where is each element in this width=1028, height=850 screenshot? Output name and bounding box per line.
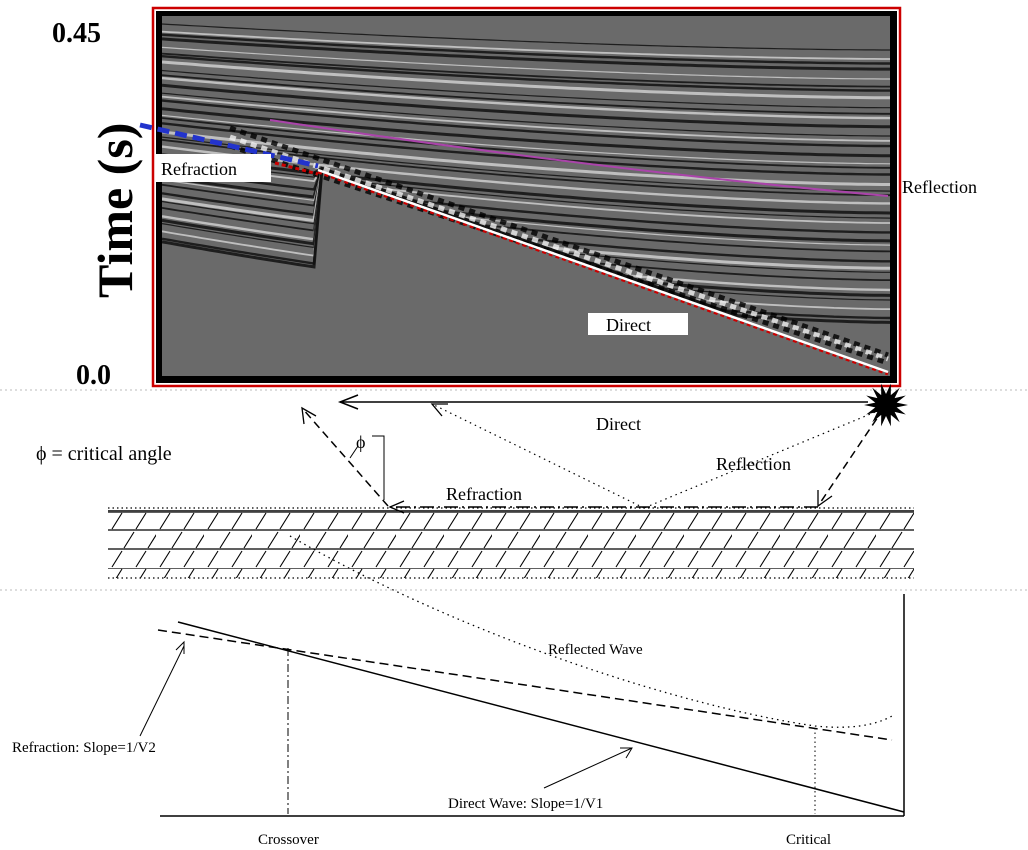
seismic-trace bbox=[162, 114, 890, 165]
seismogram-label-reflection: Reflection bbox=[902, 177, 977, 197]
seismic-trace bbox=[162, 30, 890, 60]
reflection-ray-incident bbox=[643, 409, 881, 509]
critical-ray-arrow-icon bbox=[817, 490, 833, 508]
phi-symbol: ϕ bbox=[356, 432, 365, 452]
refraction-annotation-arrow-icon bbox=[175, 640, 185, 654]
refraction-arrival-line bbox=[139, 122, 319, 169]
direct-arrival-line bbox=[317, 168, 889, 374]
refracted-ray-up bbox=[301, 407, 389, 507]
direct-annotation-arrow-icon bbox=[620, 747, 633, 759]
seismogram-label-refraction: Refraction bbox=[161, 159, 237, 179]
seismic-trace bbox=[162, 23, 890, 51]
first-break-band bbox=[229, 134, 889, 362]
direct-label-box bbox=[588, 313, 688, 335]
label-reflected-wave: Reflected Wave bbox=[548, 642, 643, 658]
seismic-trace bbox=[162, 92, 890, 137]
seismic-trace bbox=[162, 145, 890, 205]
label-critical: Critical bbox=[786, 832, 831, 848]
seismic-trace bbox=[162, 117, 890, 169]
seismic-trace bbox=[162, 76, 890, 120]
direct-annotation-line bbox=[543, 747, 633, 789]
label-refraction-slope: Refraction: Slope=1/V2 bbox=[12, 740, 156, 756]
seismic-trace bbox=[162, 167, 890, 246]
seismic-trace bbox=[162, 37, 890, 71]
seismic-trace bbox=[162, 166, 890, 234]
seismic-trace bbox=[162, 46, 890, 80]
seismic-trace bbox=[162, 166, 890, 243]
seismic-trace bbox=[162, 95, 890, 142]
seismogram-label-direct: Direct bbox=[606, 315, 651, 335]
seismic-trace bbox=[162, 55, 890, 92]
seismic-trace bbox=[162, 161, 890, 224]
y-tick-top: 0.45 bbox=[52, 18, 101, 49]
seismic-trace bbox=[162, 69, 890, 109]
label-direct-slope: Direct Wave: Slope=1/V1 bbox=[448, 796, 603, 812]
refraction-label-box bbox=[155, 154, 271, 182]
seismic-trace bbox=[162, 74, 890, 115]
rock-layer bbox=[108, 512, 914, 578]
traveltime-plot: Reflected Wave Refraction: Slope=1/V2 Di… bbox=[12, 535, 905, 848]
ray-diagram: Direct Reflection Refraction ϕ ϕ = criti… bbox=[36, 383, 914, 579]
seismic-trace bbox=[162, 107, 890, 158]
seismic-trace bbox=[162, 166, 890, 324]
direct-ray-arrow-icon bbox=[337, 394, 359, 410]
direct-pick-red bbox=[317, 170, 889, 376]
seismic-trace bbox=[162, 153, 890, 215]
seismic-trace bbox=[162, 83, 890, 129]
y-axis-label: Time (s) bbox=[87, 123, 143, 298]
seismic-trace bbox=[162, 122, 890, 176]
refraction-annotation-line bbox=[139, 645, 185, 737]
seismogram-panel: Refraction Reflection Direct 0.45 0.0 Ti… bbox=[52, 6, 977, 391]
seismic-trace bbox=[162, 60, 890, 100]
seismic-trace bbox=[162, 99, 890, 148]
ray-label-direct: Direct bbox=[596, 414, 641, 434]
seismic-trace bbox=[162, 52, 890, 88]
direct-wave-line bbox=[177, 621, 905, 813]
refraction-red-pick bbox=[274, 161, 319, 176]
y-tick-bottom: 0.0 bbox=[76, 360, 111, 391]
critical-angle-note: ϕ = critical angle bbox=[36, 443, 172, 465]
panel-red-frame bbox=[151, 6, 902, 388]
seismic-trace bbox=[162, 157, 890, 219]
ray-label-refraction: Refraction bbox=[446, 484, 522, 504]
critical-ray-down bbox=[817, 407, 885, 507]
reflection-ray-reflected bbox=[431, 403, 645, 509]
seismic-trace bbox=[162, 33, 890, 65]
reflection-arrival-line bbox=[269, 119, 889, 197]
source-star-icon bbox=[864, 383, 908, 427]
angle-tick bbox=[349, 445, 359, 459]
reflection-arrow-icon bbox=[430, 403, 448, 417]
seismic-traces bbox=[162, 23, 890, 366]
angle-normal-line bbox=[372, 435, 385, 500]
head-wave-arrow-icon bbox=[388, 500, 405, 514]
ray-label-reflection: Reflection bbox=[716, 454, 791, 474]
refracted-ray-arrow-icon bbox=[301, 406, 317, 425]
seismic-trace bbox=[162, 136, 890, 192]
label-crossover: Crossover bbox=[258, 832, 319, 848]
refraction-wave-line bbox=[157, 629, 893, 741]
